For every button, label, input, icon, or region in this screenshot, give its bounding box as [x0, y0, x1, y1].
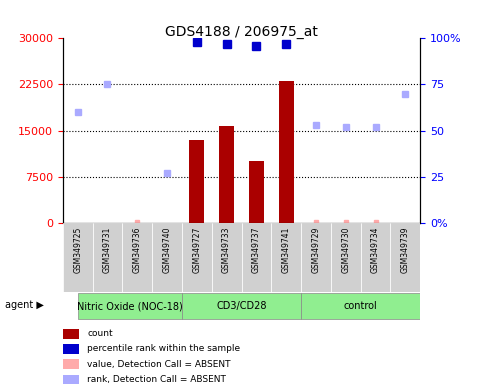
Text: GSM349739: GSM349739 [401, 226, 410, 273]
Bar [279, 81, 294, 223]
Bar [63, 375, 79, 384]
FancyBboxPatch shape [182, 293, 301, 319]
FancyBboxPatch shape [331, 223, 361, 292]
Bar [63, 344, 79, 354]
Text: GSM349736: GSM349736 [133, 226, 142, 273]
Text: GSM349725: GSM349725 [73, 226, 82, 273]
FancyBboxPatch shape [271, 223, 301, 292]
Text: value, Detection Call = ABSENT: value, Detection Call = ABSENT [87, 360, 231, 369]
Text: GSM349733: GSM349733 [222, 226, 231, 273]
FancyBboxPatch shape [390, 223, 420, 292]
Text: agent ▶: agent ▶ [5, 300, 43, 310]
Text: GSM349727: GSM349727 [192, 226, 201, 273]
FancyBboxPatch shape [63, 223, 93, 292]
Text: GSM349741: GSM349741 [282, 226, 291, 273]
Text: control: control [344, 301, 378, 311]
FancyBboxPatch shape [301, 293, 420, 319]
Text: count: count [87, 329, 113, 338]
FancyBboxPatch shape [122, 223, 152, 292]
Text: GSM349734: GSM349734 [371, 226, 380, 273]
FancyBboxPatch shape [78, 293, 182, 319]
Text: percentile rank within the sample: percentile rank within the sample [87, 344, 241, 354]
Text: GSM349729: GSM349729 [312, 226, 320, 273]
Bar [219, 126, 234, 223]
Text: GSM349731: GSM349731 [103, 226, 112, 273]
Text: GSM349737: GSM349737 [252, 226, 261, 273]
FancyBboxPatch shape [93, 223, 122, 292]
FancyBboxPatch shape [182, 223, 212, 292]
Bar [63, 329, 79, 339]
Bar [63, 359, 79, 369]
FancyBboxPatch shape [212, 223, 242, 292]
Bar [249, 161, 264, 223]
FancyBboxPatch shape [361, 223, 390, 292]
FancyBboxPatch shape [152, 223, 182, 292]
Text: GSM349730: GSM349730 [341, 226, 350, 273]
Text: rank, Detection Call = ABSENT: rank, Detection Call = ABSENT [87, 375, 227, 384]
Bar [189, 140, 204, 223]
Text: CD3/CD28: CD3/CD28 [216, 301, 267, 311]
Text: GSM349740: GSM349740 [163, 226, 171, 273]
FancyBboxPatch shape [242, 223, 271, 292]
Text: GDS4188 / 206975_at: GDS4188 / 206975_at [165, 25, 318, 39]
Text: Nitric Oxide (NOC-18): Nitric Oxide (NOC-18) [77, 301, 183, 311]
FancyBboxPatch shape [301, 223, 331, 292]
